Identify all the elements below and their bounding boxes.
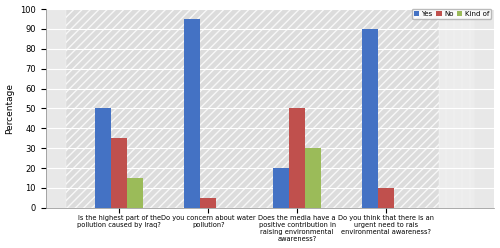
Bar xyxy=(112,138,128,208)
Y-axis label: Percentage: Percentage xyxy=(6,83,15,134)
Legend: Yes, No, Kind of: Yes, No, Kind of xyxy=(412,8,491,19)
Bar xyxy=(289,108,305,208)
Bar xyxy=(273,168,289,208)
Bar xyxy=(200,198,216,208)
Bar xyxy=(378,188,394,208)
Bar xyxy=(305,148,321,208)
Bar xyxy=(184,19,200,208)
Bar xyxy=(128,178,144,208)
Bar xyxy=(96,108,112,208)
Bar xyxy=(362,29,378,208)
